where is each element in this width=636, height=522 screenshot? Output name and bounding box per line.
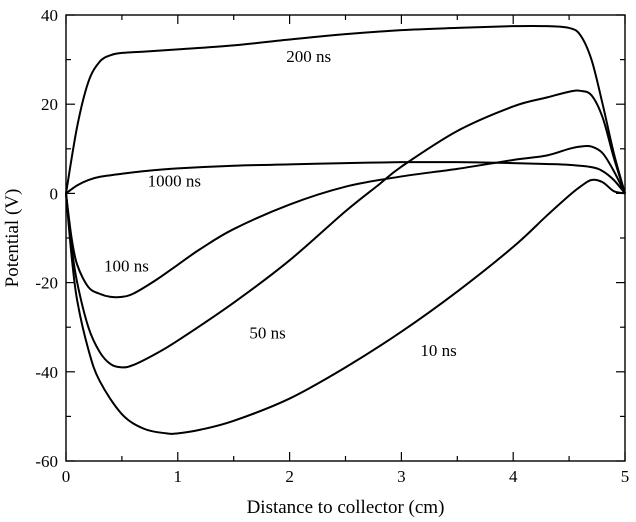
plot-frame [65,14,626,462]
y-tick-label: 20 [41,95,58,114]
curve-label-100-ns: 100 ns [104,256,149,275]
tick-label-layer: 0 1 2 3 4 5 -60 -40 -20 0 20 40 [35,6,629,486]
curve-label-1000-ns: 1000 ns [148,172,201,191]
curve-label-50-ns: 50 ns [249,323,285,342]
annotation-layer: 200 ns 1000 ns 100 ns 50 ns 10 ns [104,47,457,360]
y-tick-label: 0 [50,184,59,203]
curve-layer [65,24,626,435]
series-line-10-ns [65,178,626,435]
series-line-50-ns [65,89,626,369]
x-axis-label: Distance to collector (cm) [247,497,445,518]
x-tick-label: 0 [62,467,71,486]
y-axis-label: Potential (V) [2,189,23,288]
x-tick-label: 3 [397,467,406,486]
x-tick-label: 4 [509,467,518,486]
curve-label-200-ns: 200 ns [286,47,331,66]
series-line-100-ns [65,144,626,299]
y-tick-label: 40 [41,6,58,25]
y-tick-label: -40 [35,363,58,382]
series-line-200-ns [65,24,626,194]
y-tick-label: -20 [35,274,58,293]
series-line-1000-ns [65,161,626,195]
x-tick-label: 2 [285,467,294,486]
x-tick-label: 1 [174,467,183,486]
tick-layer [65,14,626,462]
y-tick-label: -60 [35,452,58,471]
x-tick-label: 5 [621,467,630,486]
curve-label-10-ns: 10 ns [420,341,456,360]
